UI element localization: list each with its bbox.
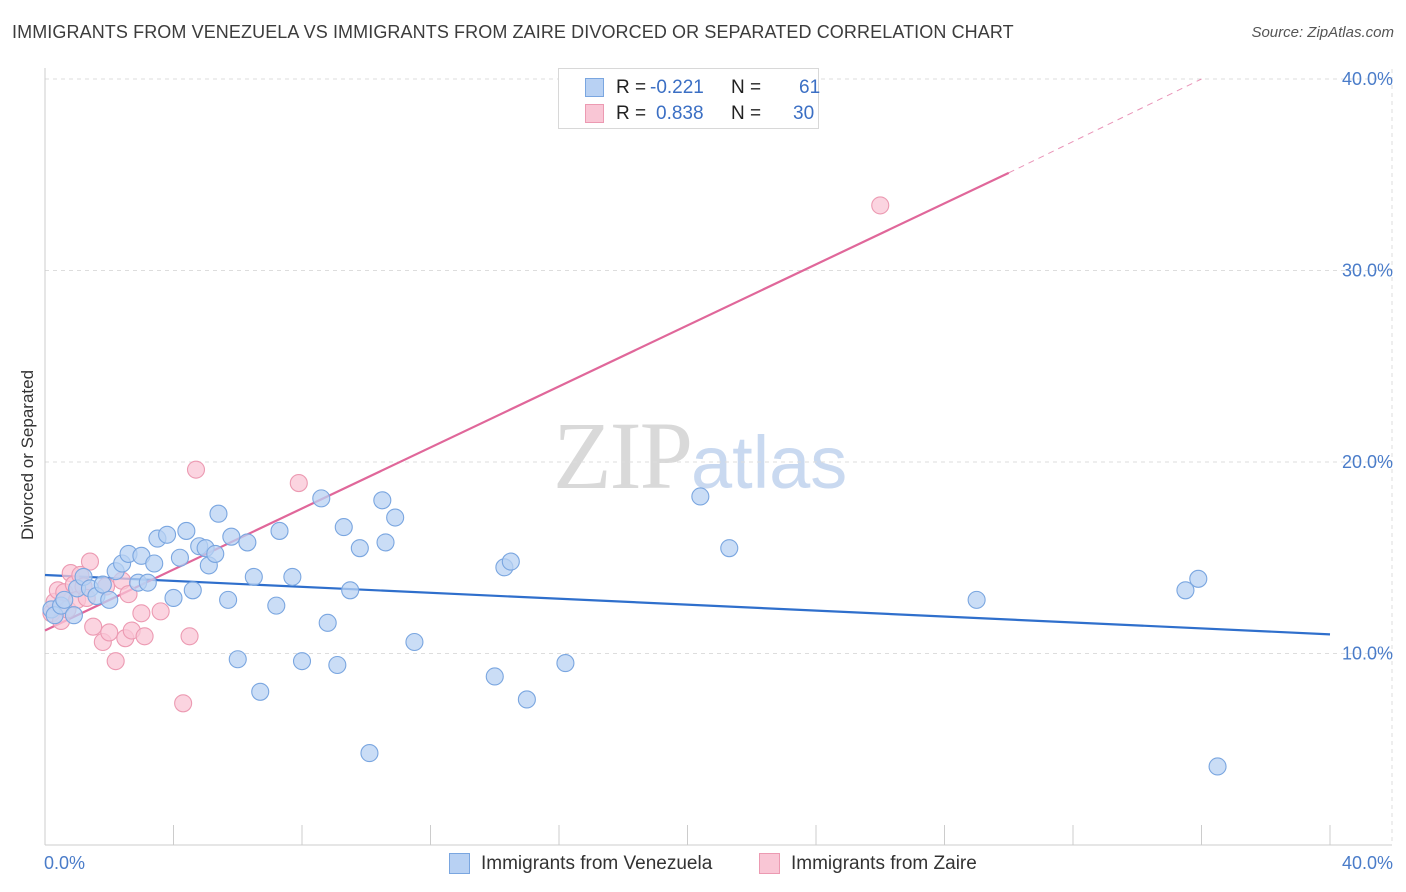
point-venezuela — [386, 508, 405, 527]
data-points — [42, 196, 1227, 776]
source-credit: Source: ZipAtlas.com — [1251, 24, 1394, 41]
x-tick-label: 40.0% — [1342, 853, 1393, 873]
point-venezuela — [334, 518, 353, 537]
point-zaire — [186, 460, 206, 479]
point-venezuela — [100, 590, 119, 609]
x-tick-label: 0.0% — [44, 853, 85, 873]
point-venezuela — [228, 650, 247, 669]
point-zaire — [132, 604, 151, 623]
y-tick-label: 10.0% — [1342, 644, 1393, 664]
bottom-swatch-venezuela — [449, 853, 470, 874]
point-venezuela — [318, 613, 337, 632]
point-zaire — [174, 694, 193, 713]
point-venezuela — [720, 539, 739, 558]
y-tick-label: 30.0% — [1342, 261, 1393, 281]
point-venezuela — [283, 567, 302, 586]
point-zaire — [100, 623, 119, 642]
point-venezuela — [158, 525, 177, 544]
point-venezuela — [267, 596, 286, 615]
point-venezuela — [373, 491, 392, 510]
point-venezuela — [691, 487, 710, 506]
point-zaire — [84, 617, 103, 636]
point-venezuela — [341, 581, 360, 600]
point-venezuela — [183, 581, 202, 600]
trend-extension-zaire — [1008, 78, 1202, 174]
point-venezuela — [556, 654, 575, 673]
point-venezuela — [1208, 757, 1227, 776]
tick-labels: 10.0% 20.0% 30.0% 40.0% 0.0% 40.0% — [44, 69, 1393, 873]
point-venezuela — [270, 521, 289, 540]
point-venezuela — [209, 504, 228, 523]
point-venezuela — [517, 690, 536, 709]
legend-n-label: N = — [731, 77, 762, 98]
legend-r-value-zaire: 0.838 — [656, 103, 704, 124]
legend-n-value-venezuela: 61 — [799, 77, 821, 98]
point-venezuela — [292, 652, 312, 671]
point-venezuela — [376, 533, 395, 552]
trend-line-venezuela — [44, 573, 1331, 636]
point-venezuela — [170, 548, 189, 567]
point-zaire — [180, 627, 199, 646]
point-venezuela — [251, 682, 270, 701]
point-venezuela — [350, 539, 369, 558]
point-venezuela — [312, 489, 331, 508]
point-venezuela — [222, 527, 241, 546]
point-venezuela — [138, 573, 157, 592]
point-zaire — [151, 602, 170, 621]
trend-lines — [44, 78, 1331, 636]
trend-line-zaire — [44, 171, 1010, 632]
bottom-swatch-zaire — [759, 853, 780, 874]
legend-n-value-zaire: 30 — [793, 103, 815, 124]
point-venezuela — [219, 590, 238, 609]
point-venezuela — [238, 533, 257, 552]
point-zaire — [135, 627, 154, 646]
point-venezuela — [93, 575, 112, 594]
gridlines — [45, 69, 1393, 845]
bottom-legend-label-venezuela: Immigrants from Venezuela — [481, 853, 713, 874]
watermark-zip: ZIP — [553, 402, 693, 509]
point-zaire — [106, 652, 125, 671]
chart-title: IMMIGRANTS FROM VENEZUELA VS IMMIGRANTS … — [12, 22, 1014, 42]
axes — [44, 68, 1392, 846]
point-venezuela — [145, 554, 164, 573]
point-zaire — [289, 474, 308, 493]
legend-r-label: R = — [616, 77, 647, 98]
y-tick-label: 40.0% — [1342, 69, 1393, 89]
y-tick-label: 20.0% — [1342, 452, 1393, 472]
legend-r-label: R = — [616, 103, 647, 124]
point-venezuela — [164, 588, 183, 608]
point-venezuela — [360, 744, 379, 763]
legend-swatch-zaire — [585, 104, 604, 123]
bottom-legend-label-zaire: Immigrants from Zaire — [791, 853, 977, 874]
point-venezuela — [501, 552, 520, 571]
point-zaire — [871, 196, 890, 215]
point-venezuela — [206, 544, 225, 563]
legend-r-value-venezuela: -0.221 — [650, 77, 704, 98]
point-venezuela — [1189, 569, 1208, 588]
point-venezuela — [328, 655, 347, 675]
point-zaire — [80, 552, 100, 571]
point-venezuela — [405, 632, 424, 652]
point-venezuela — [967, 590, 986, 609]
legend-swatch-venezuela — [585, 78, 604, 97]
legend-n-label: N = — [731, 103, 762, 124]
point-venezuela — [177, 521, 196, 540]
correlation-legend: R = -0.221 N = 61 R = 0.838 N = 30 — [558, 68, 821, 129]
point-venezuela — [55, 590, 74, 609]
point-venezuela — [64, 606, 83, 625]
point-venezuela — [1176, 581, 1195, 600]
point-venezuela — [485, 667, 504, 686]
point-venezuela — [244, 567, 263, 586]
